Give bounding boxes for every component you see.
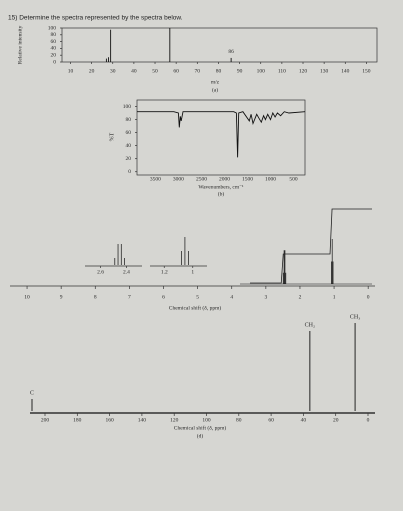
x-tick-label: 40 xyxy=(301,417,307,423)
y-tick-label: 100 xyxy=(48,25,57,31)
x-tick-label: 200 xyxy=(41,417,50,423)
x-tick-label: 8 xyxy=(94,294,97,300)
x-tick-label: 7 xyxy=(128,294,131,300)
y-tick-label: 60 xyxy=(51,39,57,45)
x-axis-label: Chemical shift (δ, ppm) xyxy=(174,424,227,431)
x-tick-label: 30 xyxy=(110,68,116,74)
inset-tick-label: 1 xyxy=(191,269,194,275)
ir-trace xyxy=(137,111,306,158)
x-tick-label: 80 xyxy=(216,68,222,74)
inset-tick-label: 1.2 xyxy=(161,269,168,275)
x-tick-label: 110 xyxy=(278,68,286,74)
x-tick-label: 100 xyxy=(257,68,266,74)
x-tick-label: 1500 xyxy=(242,176,253,182)
y-tick-label: 100 xyxy=(123,104,132,110)
x-tick-label: 10 xyxy=(24,294,30,300)
x-tick-label: 2 xyxy=(299,294,302,300)
x-tick-label: 1 xyxy=(333,294,336,300)
peak-annotation: 86 xyxy=(228,49,234,55)
plot-frame xyxy=(61,27,378,63)
x-tick-label: 5 xyxy=(196,294,199,300)
peak-label: CH₂ xyxy=(305,322,315,328)
x-tick-label: 20 xyxy=(333,417,339,423)
y-tick-label: 20 xyxy=(51,52,57,58)
integration-curve xyxy=(250,208,372,284)
peak-label: C xyxy=(30,390,34,396)
x-tick-label: 9 xyxy=(60,294,63,300)
x-tick-label: 150 xyxy=(362,68,371,74)
y-axis-label: Relative intensity xyxy=(17,25,23,64)
x-tick-label: 160 xyxy=(105,417,114,423)
plot-frame xyxy=(136,99,306,176)
y-tick-label: 40 xyxy=(51,46,57,52)
y-tick-label: 60 xyxy=(126,130,132,136)
y-tick-label: 0 xyxy=(128,169,131,175)
x-tick-label: 2500 xyxy=(196,176,207,182)
x-tick-label: 120 xyxy=(299,68,308,74)
x-tick-label: 500 xyxy=(289,176,298,182)
x-tick-label: 6 xyxy=(162,294,165,300)
peak-label: CH₃ xyxy=(350,314,360,320)
x-tick-label: 50 xyxy=(152,68,158,74)
y-axis-label: %T xyxy=(109,132,115,141)
x-tick-label: 20 xyxy=(89,68,95,74)
x-tick-label: 60 xyxy=(173,68,179,74)
x-tick-label: 140 xyxy=(138,417,147,423)
x-tick-label: 130 xyxy=(320,68,329,74)
caption: (b) xyxy=(218,190,225,197)
x-tick-label: 10 xyxy=(68,68,74,74)
inset-tick-label: 2.4 xyxy=(123,269,130,275)
x-tick-label: 40 xyxy=(131,68,137,74)
x-tick-label: 2000 xyxy=(219,176,230,182)
x-tick-label: 80 xyxy=(236,417,242,423)
caption: (d) xyxy=(197,432,204,439)
x-axis-label: Wavenumbers, cm⁻¹ xyxy=(198,184,244,190)
question: 15) Determine the spectra represented by… xyxy=(8,15,183,22)
x-tick-label: 180 xyxy=(73,417,82,423)
y-tick-label: 80 xyxy=(51,32,57,38)
y-tick-label: 0 xyxy=(53,59,56,65)
x-tick-label: 140 xyxy=(341,68,350,74)
x-tick-label: 3500 xyxy=(150,176,161,182)
y-tick-label: 80 xyxy=(126,117,132,123)
x-tick-label: 120 xyxy=(170,417,179,423)
y-tick-label: 40 xyxy=(126,143,132,149)
x-tick-label: 4 xyxy=(230,294,233,300)
x-tick-label: 90 xyxy=(237,68,243,74)
x-axis-label: Chemical shift (δ, ppm) xyxy=(169,304,222,311)
x-tick-label: 1000 xyxy=(265,176,276,182)
x-tick-label: 0 xyxy=(367,417,370,423)
inset-tick-label: 2.6 xyxy=(97,269,104,275)
x-tick-label: 60 xyxy=(268,417,274,423)
x-tick-label: 100 xyxy=(202,417,211,423)
x-tick-label: 0 xyxy=(367,294,370,300)
caption: (a) xyxy=(212,86,218,93)
x-tick-label: 70 xyxy=(195,68,201,74)
x-axis-label: m/z xyxy=(211,79,220,85)
y-tick-label: 20 xyxy=(126,156,132,162)
x-tick-label: 3000 xyxy=(173,176,184,182)
x-tick-label: 3 xyxy=(264,294,267,300)
